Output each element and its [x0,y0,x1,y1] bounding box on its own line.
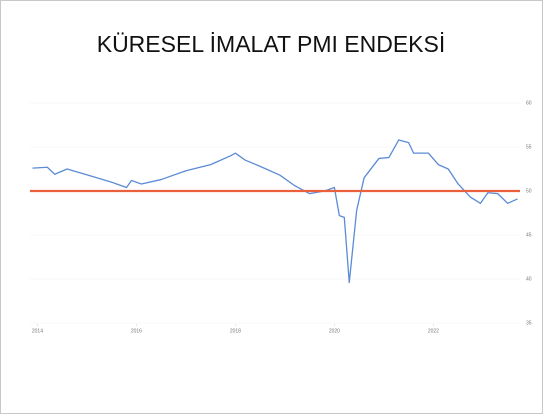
y-tick-label: 50 [526,188,532,194]
chart-title: KÜRESEL İMALAT PMI ENDEKSİ [97,31,446,57]
y-tick-label: 35 [526,320,532,326]
x-tick-label: 2022 [428,328,439,334]
x-tick-label: 2016 [131,328,142,334]
y-tick-label: 45 [526,232,532,238]
x-tick-label: 2014 [32,328,43,334]
y-tick-label: 60 [526,100,532,106]
x-tick-label: 2018 [230,328,241,334]
y-tick-label: 55 [526,144,532,150]
x-tick-label: 2020 [329,328,340,334]
y-tick-label: 40 [526,276,532,282]
